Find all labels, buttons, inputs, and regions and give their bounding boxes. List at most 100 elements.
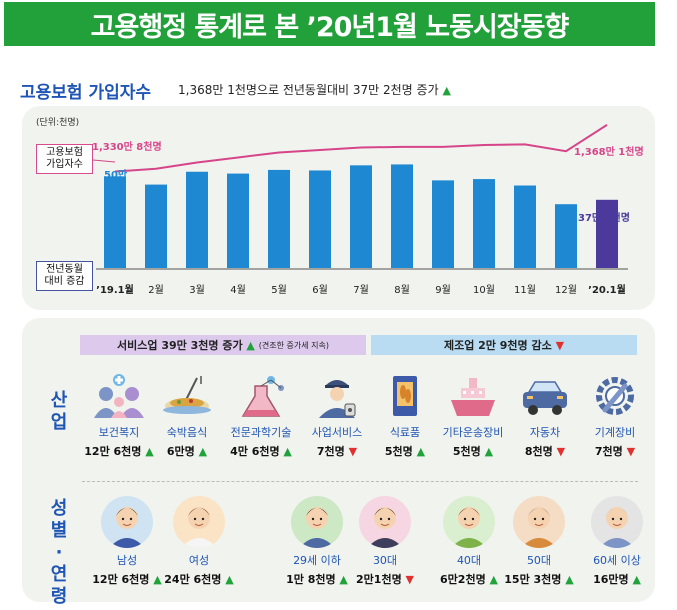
health-welfare-icon [89,372,149,420]
divider-line [82,481,638,482]
line-end-label: 1,368만 1천명 [574,145,644,158]
x-tick-label: 7월 [353,284,369,296]
industry-item-7: 기계장비 7천명 ▼ [578,372,652,459]
industry-item-4: 식료품 5천명 ▲ [368,372,442,459]
x-tick-label: 9월 [435,284,451,296]
x-tick-label: 4월 [230,284,246,296]
section-title: 고용보험 가입자수 [20,83,152,103]
up-arrow-icon: ▲ [141,445,154,458]
bar-start-label: 50만 [104,168,128,181]
bar-6 [350,165,372,268]
item-name: 여성 [188,554,210,567]
bar-10 [514,185,536,268]
security-guard-icon [307,372,367,420]
up-arrow-icon: ▲ [194,445,208,458]
chart-panel [22,106,655,310]
demographic-item-6: 60세 이상 16만명 ▲ [580,496,654,587]
item-name: 기계장비 [594,426,636,439]
item-value: 5천명 ▲ [384,445,426,458]
up-arrow-icon: ▲ [279,445,292,458]
item-name: 남성 [116,554,138,567]
item-value: 8천명 ▼ [524,445,566,458]
item-value: 12만 6천명 ▲ [92,573,162,586]
item-name: 60세 이상 [593,554,641,567]
up-arrow-icon: ▲ [561,573,574,586]
subscribers-line [114,124,608,173]
item-value: 16만명 ▲ [593,573,641,586]
yoy-label-line2: 대비 증감 [44,276,85,287]
food-package-icon [375,372,435,420]
down-arrow-icon: ▼ [555,338,565,352]
subtitle-text: 1,368만 1천명으로 전년동월대비 37만 2천명 증가 [178,83,439,97]
bar-4 [268,169,290,268]
demographic-item-1: 여성 24만 6천명 ▲ [162,496,236,587]
line-start-label: 1,330만 8천명 [92,140,162,153]
bar-8 [432,180,454,268]
x-tick-label: 3월 [189,284,205,296]
item-value: 5천명 ▲ [452,445,494,458]
young-man-avatar-icon [291,496,343,548]
breakdown-panel [22,318,655,602]
x-tick-label: 6월 [312,284,328,296]
demographic-item-4: 40대 6만2천명 ▲ [432,496,506,587]
x-tick-label: 5월 [271,284,287,296]
x-tick-label: 8월 [394,284,410,296]
item-value: 24만 6천명 ▲ [164,573,234,586]
up-arrow-icon: ▲ [480,445,494,458]
up-arrow-icon: ▲ [628,573,641,586]
item-value: 1만 8천명 ▲ [286,573,348,586]
x-tick-label: 10월 [473,284,495,296]
woman-avatar-icon [173,496,225,548]
bar-5 [309,170,331,268]
bar-9 [473,179,495,268]
subscribers-label-line2: 가입자수 [46,159,83,170]
gender-age-side-label: 성별·연령 [50,498,68,607]
bar-12 [596,199,618,268]
up-arrow-icon: ▲ [442,84,451,97]
demographic-item-3: 30대 2만1천명 ▼ [348,496,422,587]
item-value: 2만1천명 ▼ [356,573,414,586]
bar-11 [555,204,577,268]
yoy-label-box: 전년동월 대비 증감 [36,261,93,291]
item-value: 12만 6천명 ▲ [84,445,154,458]
wrench-gear-icon [585,372,645,420]
industry-item-1: 숙박음식 6만명 ▲ [150,372,224,459]
service-category-bar: 서비스업 39만 3천명 증가 ▲ (견조한 증가세 지속) [80,335,366,355]
banner-title: 고용행정 통계로 본 ’20년1월 노동시장동향 [4,2,655,46]
science-flask-icon [231,372,291,420]
item-name: 식료품 [389,426,421,439]
industry-item-6: 자동차 8천명 ▼ [508,372,582,459]
service-category-label: 서비스업 39만 3천명 증가 [117,339,243,352]
bar-2 [186,171,208,268]
bar-3 [227,173,249,268]
up-arrow-icon: ▲ [335,573,348,586]
demographic-item-0: 남성 12만 6천명 ▲ [90,496,164,587]
subscribers-label-line1: 고용보험 [46,147,83,158]
item-name: 기타운송장비 [442,426,504,439]
ship-icon [443,372,503,420]
industry-item-3: 사업서비스 7천명 ▼ [300,372,374,459]
yoy-label-line1: 전년동월 [46,264,83,275]
manufacturing-category-label: 제조업 2만 9천명 감소 [443,339,552,352]
car-icon [515,372,575,420]
item-value: 4만 6천명 ▲ [230,445,292,458]
down-arrow-icon: ▼ [344,445,358,458]
manufacturing-category-bar: 제조업 2만 9천명 감소 ▼ [371,335,637,355]
up-arrow-icon: ▲ [485,573,498,586]
industry-side-label: 산업 [50,390,68,433]
thirties-avatar-icon [359,496,411,548]
item-name: 40대 [456,554,482,567]
up-arrow-icon: ▲ [246,338,255,352]
section-subtitle: 1,368만 1천명으로 전년동월대비 37만 2천명 증가 ▲ [178,81,451,98]
demographic-item-5: 50대 15만 3천명 ▲ [502,496,576,587]
item-value: 7천명 ▼ [594,445,636,458]
bar-1 [145,184,167,268]
down-arrow-icon: ▼ [401,573,414,586]
up-arrow-icon: ▲ [221,573,234,586]
item-value: 15만 3천명 ▲ [504,573,574,586]
bar-end-label: 37만 2천명 [578,211,630,224]
item-value: 6만2천명 ▲ [440,573,498,586]
item-name: 30대 [372,554,398,567]
bar-7 [391,164,413,268]
item-name: 사업서비스 [311,426,363,439]
